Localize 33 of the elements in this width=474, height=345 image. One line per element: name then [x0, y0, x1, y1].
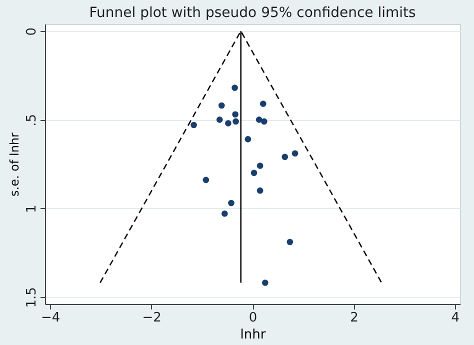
y-tick-label: 1: [24, 204, 40, 213]
point: [244, 136, 252, 142]
point: [256, 187, 264, 194]
point: [202, 176, 210, 184]
x-tick-label: −4: [40, 310, 60, 326]
y-tick-label: .5: [24, 114, 40, 126]
point: [282, 154, 288, 160]
point: [232, 118, 239, 125]
point: [218, 102, 225, 109]
point: [260, 118, 268, 125]
point: [190, 122, 197, 128]
x-tick-label: 2: [350, 310, 358, 326]
point: [256, 116, 262, 123]
point: [292, 150, 298, 157]
x-tick-label: 4: [451, 310, 460, 326]
point: [256, 162, 264, 169]
chart-title: Funnel plot with pseudo 95% confidence limits: [89, 5, 416, 21]
point: [216, 116, 223, 123]
point: [250, 170, 258, 176]
y-axis-title: s.e. of lnhr: [8, 132, 22, 196]
point: [262, 280, 268, 286]
point: [286, 238, 294, 246]
x-axis-title: lnhr: [240, 328, 266, 342]
point: [228, 200, 234, 206]
point: [232, 84, 238, 91]
point: [222, 210, 228, 217]
point: [260, 100, 266, 107]
point: [225, 120, 232, 126]
x-tick-label: −2: [142, 310, 162, 326]
point: [232, 111, 238, 118]
y-tick-label: 1.5: [24, 287, 40, 308]
x-tick-label: 0: [248, 310, 258, 326]
y-tick-label: 0: [24, 27, 40, 36]
